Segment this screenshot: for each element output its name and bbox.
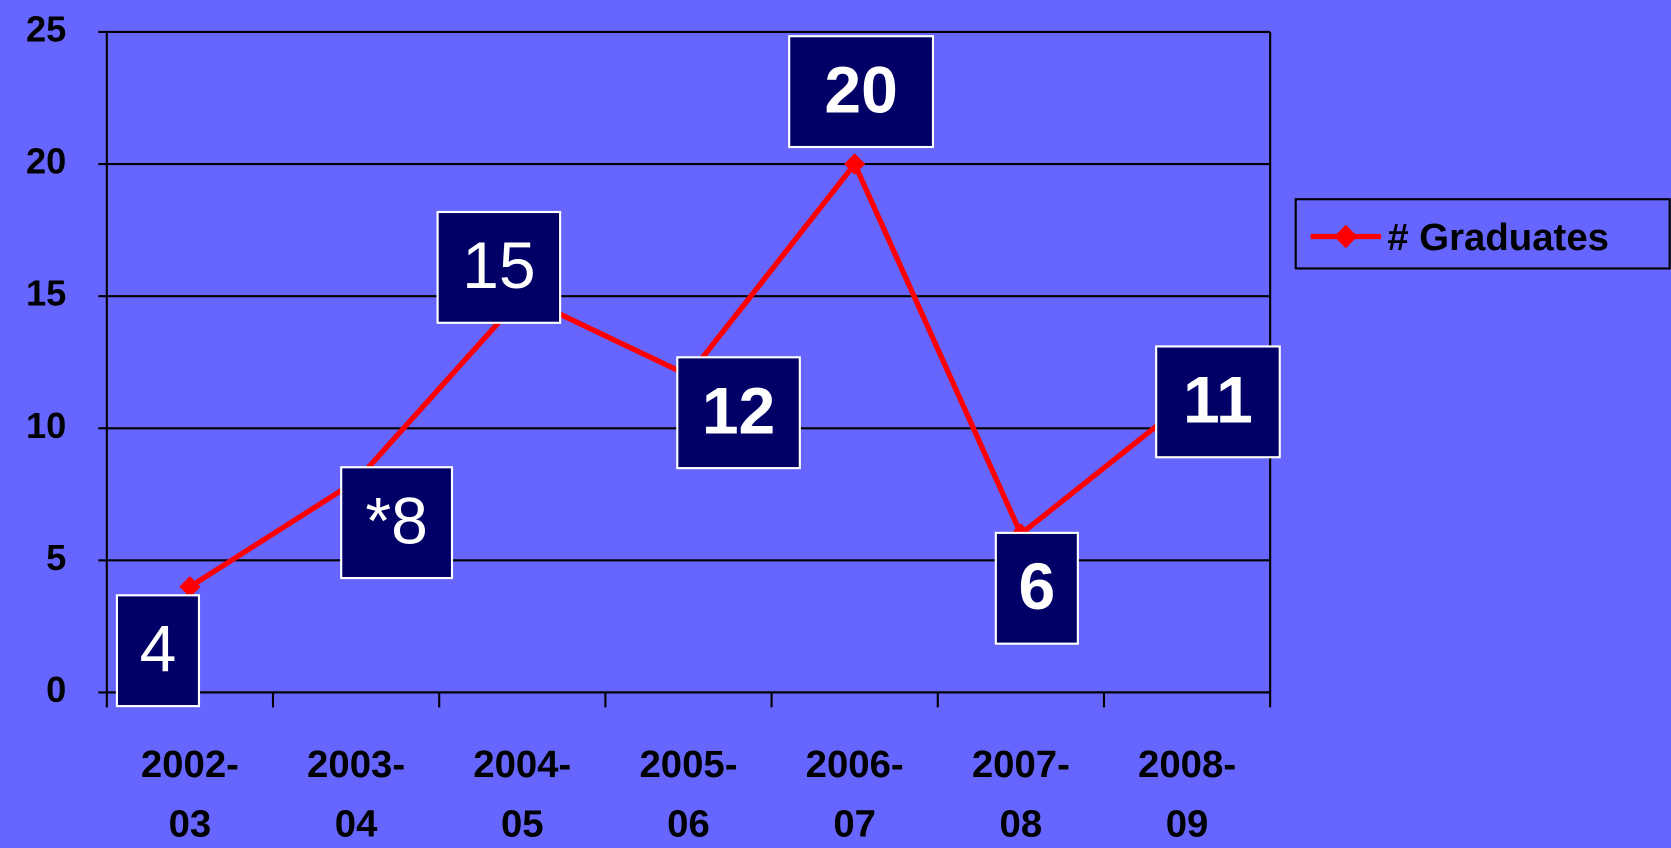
x-tick-label: 2007-08: [972, 743, 1070, 846]
data-label: 12: [702, 373, 775, 447]
data-label-box: [1155, 345, 1281, 459]
data-label: 6: [1018, 549, 1055, 623]
data-label-box: [994, 531, 1079, 645]
data-label-box: [340, 466, 454, 580]
legend-box: [1294, 198, 1671, 270]
y-tick-label: 10: [26, 405, 66, 446]
legend-marker: [1334, 224, 1358, 249]
x-tick-label: 2004-05: [473, 743, 571, 846]
y-tick-label: 25: [26, 9, 66, 50]
x-tick-label: 2005-06: [639, 743, 737, 846]
x-tick-label: 2006-07: [806, 743, 904, 846]
data-label: 20: [824, 52, 897, 126]
x-tick-label: 2008-09: [1138, 743, 1236, 846]
y-tick-label: 5: [46, 537, 66, 578]
x-tick-label: 2002-03: [141, 743, 239, 846]
y-tick-label: 20: [26, 141, 66, 182]
data-label-box: [676, 356, 801, 470]
y-tick-label: 0: [46, 669, 66, 710]
data-label-box: [436, 210, 562, 324]
legend-label: # Graduates: [1387, 216, 1609, 259]
data-label: 11: [1183, 362, 1253, 436]
data-label-box: [788, 35, 935, 149]
y-tick-label: 15: [26, 273, 66, 314]
data-label: 4: [140, 611, 177, 685]
x-tick-label: 2003-04: [307, 743, 405, 846]
data-label-box: [115, 594, 201, 708]
data-label: 15: [462, 228, 535, 302]
data-label: *8: [365, 483, 427, 557]
